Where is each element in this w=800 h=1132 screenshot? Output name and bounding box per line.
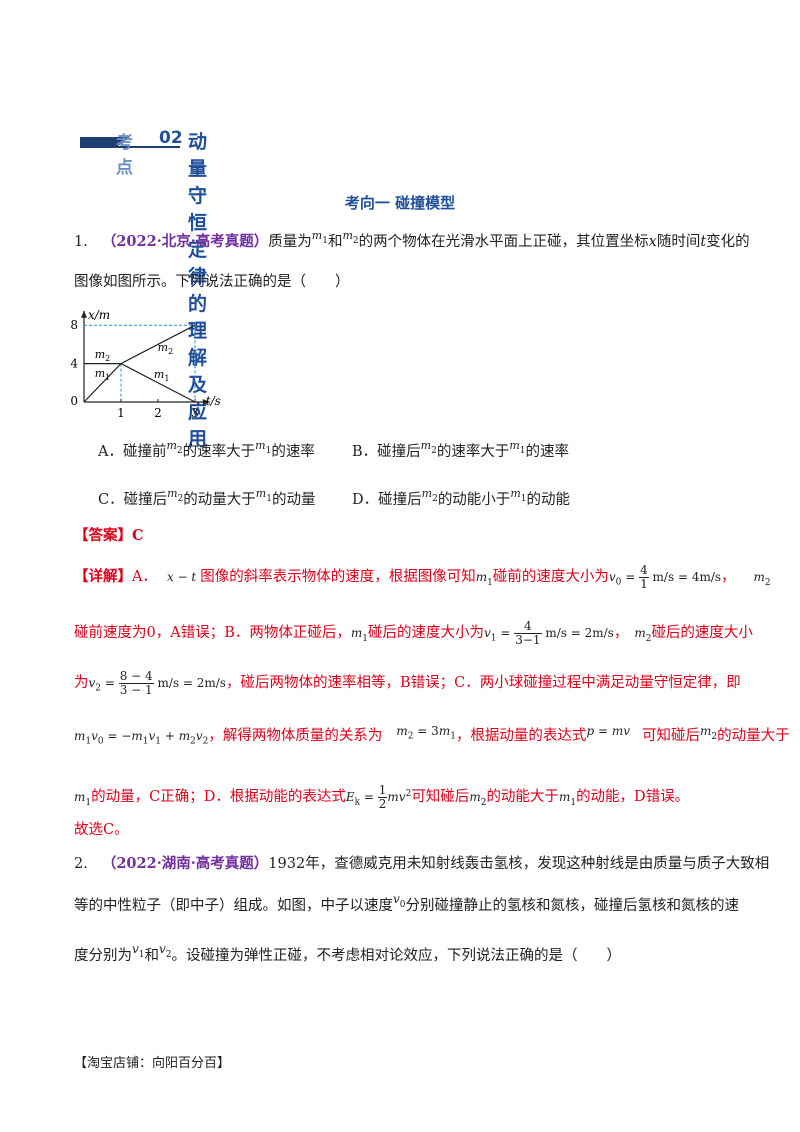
section-title: 动量守恒定律的理解及应用: [188, 131, 208, 450]
y-tick-label-8: 8: [70, 318, 78, 332]
x-tick-label-2: 2: [154, 406, 162, 420]
series-label-1: m1: [95, 367, 111, 382]
x-tick-label-3: 3: [191, 406, 199, 420]
q1-detail-line2: 碰前速度为0，A错误；B．两物体正碰后，m1碰后的速度大小为v1 = 4 3−1 …: [74, 619, 753, 647]
section-bar-arrow: [118, 137, 130, 146]
q1-detail-conclusion: 故选C。: [74, 822, 129, 838]
x-axis-label: t/s: [206, 394, 221, 408]
series-label-0: m2: [95, 348, 111, 363]
q1-option-c[interactable]: C．碰撞后m2的动量大于m1的动量: [98, 487, 316, 508]
y-axis-arrow: [81, 310, 87, 318]
subsection-title: 考向一 碰撞模型: [344, 194, 456, 212]
xt-graph: 1 2 3 4 8 0 x/m t/s m2 m1 m2 m1: [70, 308, 221, 420]
q1-line2: 图像如图所示。下列说法正确的是（ ）: [74, 274, 350, 290]
section-number: 02: [159, 128, 183, 148]
q1-option-a[interactable]: A．碰撞前m2的速率大于m1的速率: [98, 439, 315, 460]
section-bar-decoration: [80, 137, 118, 146]
q1-option-d[interactable]: D．碰撞后m2的动能小于m1的动能: [352, 487, 570, 508]
section-kaodian-label: 考点: [116, 133, 133, 178]
y-tick-label-4: 4: [70, 357, 78, 371]
q1-line1: 1. （2022·北京·高考真题）质量为m1和m2的两个物体在光滑水平面上正碰，其…: [74, 229, 750, 250]
section-underline: [80, 146, 180, 148]
q1-detail-line4: m1v0 = −m1v1 + m2v2，解得两物体质量的关系为 m2 = 3m1，…: [74, 724, 790, 747]
x-tick-label-1: 1: [117, 406, 125, 420]
series-line-m1: [83, 362, 196, 403]
q1-detail-line5: m1的动量，C正确；D．根据动能的表达式Ek = 1 2 mv2可知碰后m2的动能大…: [74, 783, 690, 811]
q1-detail-line1: 【详解】A． x − t 图像的斜率表示物体的速度，根据图像可知m1碰前的速度大小为…: [74, 563, 771, 591]
q2-line1: 2. （2022·湖南·高考真题）1932年，查德威克用未知射线轰击氢核，发现这种…: [74, 855, 770, 872]
x-axis-arrow: [202, 399, 210, 405]
series-label-2: m2: [158, 341, 174, 356]
footer-store-label: 【淘宝店铺：向阳百分百】: [74, 1056, 231, 1071]
q2-line2: 等的中性粒子（即中子）组成。如图，中子以速度v0分别碰撞静止的氢核和氮核，碰撞后…: [74, 892, 740, 914]
series-label-3: m1: [154, 368, 170, 383]
q2-source: （2022·湖南·高考真题）: [101, 855, 269, 872]
y-axis-label: x/m: [88, 308, 110, 322]
q2-line3: 度分别为v1和v2。设碰撞为弹性正碰，不考虑相对论效应，下列说法正确的是（ ）: [74, 942, 622, 964]
q1-answer: 【答案】C: [74, 527, 144, 544]
q1-source: （2022·北京·高考真题）: [101, 233, 269, 250]
origin-label: 0: [70, 394, 78, 408]
q1-option-b[interactable]: B．碰撞后m2的速率大于m1的速率: [352, 439, 569, 460]
